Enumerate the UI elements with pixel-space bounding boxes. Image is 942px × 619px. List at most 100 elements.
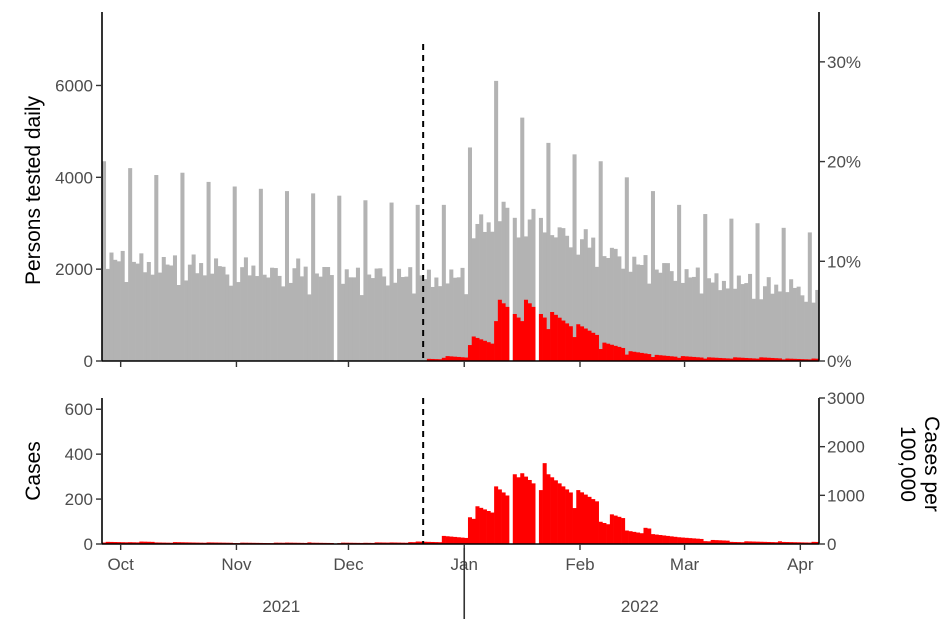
test-bar (785, 292, 790, 361)
y2-tick-label: 10% (827, 252, 861, 271)
case-bar (426, 541, 431, 544)
test-bar (613, 248, 618, 361)
y-tick-label: 400 (65, 445, 93, 464)
test-bar (796, 286, 801, 361)
positivity-bar (516, 317, 521, 361)
positivity-bar (744, 357, 749, 361)
positivity-bar (654, 354, 659, 361)
test-bar (531, 208, 536, 361)
positivity-bar (460, 357, 465, 361)
positivity-bar (464, 357, 469, 361)
test-bar (475, 223, 480, 361)
test-bar (486, 222, 491, 361)
case-bar (632, 531, 637, 544)
test-bar (546, 142, 551, 361)
test-bar (143, 272, 148, 361)
test-bar (781, 227, 786, 361)
positivity-bar (751, 358, 756, 361)
case-bar (131, 542, 136, 544)
case-bar (542, 463, 547, 544)
test-bar (553, 237, 558, 361)
test-bar (128, 168, 133, 361)
positivity-bar (453, 356, 458, 361)
test-bar (397, 268, 402, 361)
positivity-bar (785, 358, 790, 361)
case-bar (415, 541, 420, 544)
test-bar (131, 261, 136, 361)
positivity-bar (497, 299, 502, 361)
case-bar (150, 541, 155, 544)
test-bar (736, 275, 741, 361)
test-bar (370, 278, 375, 361)
positivity-bar (557, 317, 562, 361)
test-bar (341, 283, 346, 361)
test-bar (273, 268, 278, 361)
case-bar (583, 494, 588, 544)
test-bar (385, 285, 390, 361)
positivity-bar (580, 326, 585, 361)
test-bar (251, 265, 256, 361)
case-bar (523, 476, 529, 544)
test-bar (169, 265, 174, 361)
bottom-left-ticks: 0 200 400 600 (65, 400, 102, 554)
case-bar (561, 486, 566, 544)
positivity-bar (501, 303, 506, 361)
y-tick-label: 0 (84, 535, 93, 554)
test-bar (102, 161, 107, 361)
positivity-bar (527, 303, 532, 361)
case-bar (456, 537, 461, 544)
case-bar (796, 542, 801, 544)
test-bar (807, 232, 812, 361)
test-bar (139, 253, 144, 361)
positivity-bar (815, 358, 820, 361)
test-bar (804, 301, 809, 361)
test-bar (426, 269, 431, 361)
test-bar (774, 284, 779, 361)
case-bar (475, 506, 480, 544)
positivity-bar (628, 351, 633, 361)
test-bar (191, 254, 196, 361)
case-bar (494, 486, 499, 544)
case-bar (673, 536, 678, 544)
positivity-bar (550, 311, 555, 361)
positivity-bar (677, 357, 682, 361)
case-bar (553, 480, 558, 544)
case-bar (419, 541, 424, 544)
y-tick-label: 600 (65, 400, 93, 419)
test-bar (580, 239, 585, 361)
test-bar (172, 255, 177, 361)
test-bar (352, 277, 357, 361)
case-bar (479, 507, 484, 544)
case-bar (639, 533, 644, 544)
positivity-bar (714, 357, 719, 361)
positivity-bar (695, 357, 700, 361)
positivity-bar (598, 349, 603, 361)
positivity-bar (680, 356, 685, 361)
test-bar (311, 193, 316, 361)
case-bar (725, 540, 730, 544)
test-bar (598, 161, 603, 361)
test-bar (255, 276, 260, 361)
case-bar (120, 542, 125, 544)
positivity-bar (650, 357, 655, 361)
test-bar (202, 275, 207, 361)
top-right-ticks: 0% 10% 20% 30% (819, 53, 861, 371)
test-bar (572, 154, 577, 361)
positivity-bar (632, 351, 637, 361)
test-bar (688, 277, 693, 361)
bottom-bars-cases (102, 463, 820, 544)
test-bar (221, 266, 226, 361)
test-bar (520, 117, 525, 361)
case-bar (482, 509, 487, 544)
y2-tick-label: 20% (827, 153, 861, 172)
case-bar (699, 538, 704, 544)
case-bar (206, 542, 211, 544)
case-bar (811, 541, 816, 544)
month-label: Oct (107, 555, 134, 574)
case-bar (565, 489, 570, 544)
month-label: Dec (333, 555, 364, 574)
test-bar (359, 295, 364, 361)
positivity-bar (572, 337, 577, 361)
positivity-bar (538, 313, 543, 361)
test-bar (314, 273, 319, 361)
